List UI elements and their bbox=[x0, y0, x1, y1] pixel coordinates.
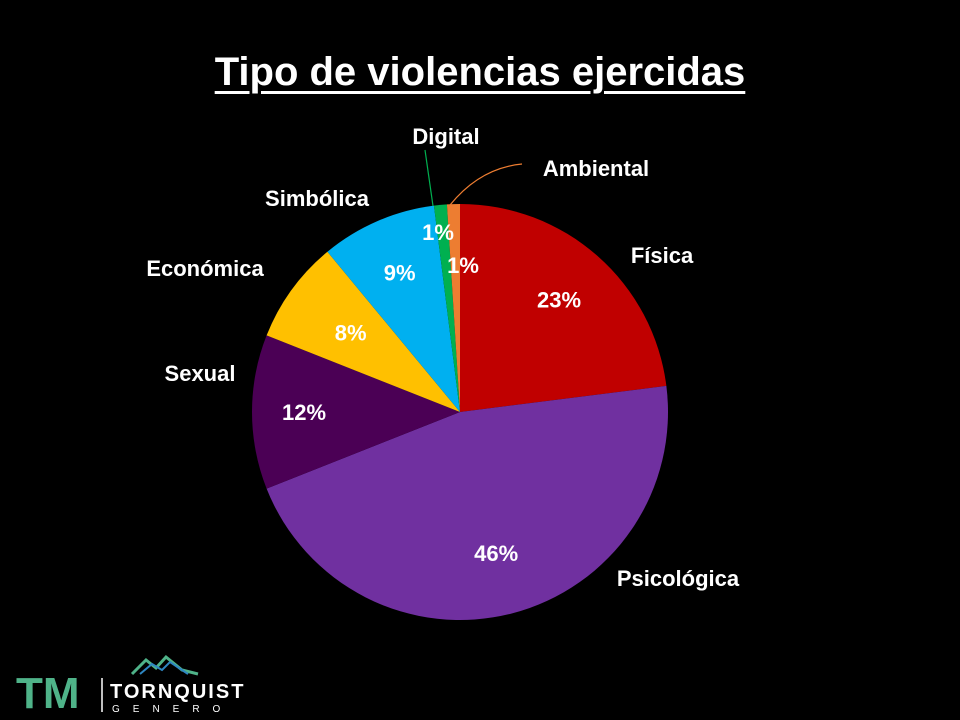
value-label-sexual: 12% bbox=[282, 400, 326, 425]
pie-slice-economica bbox=[266, 251, 460, 412]
logo-name: TORNQUIST bbox=[110, 681, 245, 703]
leader-line-digital bbox=[424, 149, 434, 207]
pie-slices bbox=[252, 204, 669, 621]
value-label-simbolica: 9% bbox=[384, 261, 416, 286]
category-label-digital: Digital bbox=[412, 124, 479, 149]
value-label-digital: 1% bbox=[422, 220, 454, 245]
category-labels: Física Psicológica Sexual Económica Simbólic… bbox=[146, 124, 740, 591]
value-label-psicologica: 46% bbox=[474, 541, 518, 566]
mountain-icon-inner bbox=[139, 660, 189, 675]
value-label-fisica: 23% bbox=[537, 288, 581, 313]
pie-slice-ambiental bbox=[446, 204, 460, 412]
category-label-psicologica: Psicológica bbox=[617, 566, 740, 591]
leader-line-ambiental bbox=[449, 163, 523, 206]
logo-subtitle: GENERO bbox=[112, 704, 233, 715]
logo-initials: TM bbox=[16, 669, 80, 716]
value-labels: 23%46%12%8%9%1%1% bbox=[282, 220, 581, 566]
pie-slice-simbolica bbox=[327, 205, 460, 412]
leader-lines bbox=[424, 149, 523, 207]
value-label-ambiental: 1% bbox=[447, 253, 479, 278]
category-label-ambiental: Ambiental bbox=[543, 156, 649, 181]
category-label-sexual: Sexual bbox=[165, 361, 236, 386]
tornquist-genero-logo: TM TORNQUIST GENERO bbox=[16, 654, 245, 716]
category-label-simbolica: Simbólica bbox=[265, 186, 370, 211]
category-label-economica: Económica bbox=[146, 256, 264, 281]
pie-slice-fisica bbox=[460, 204, 667, 412]
pie-slice-digital bbox=[433, 204, 460, 412]
chart-title: Tipo de violencias ejercidas bbox=[214, 50, 746, 94]
value-label-economica: 8% bbox=[335, 321, 367, 346]
pie-slice-sexual bbox=[252, 335, 460, 489]
pie-slice-psicologica bbox=[266, 385, 669, 621]
category-label-fisica: Física bbox=[631, 243, 694, 268]
